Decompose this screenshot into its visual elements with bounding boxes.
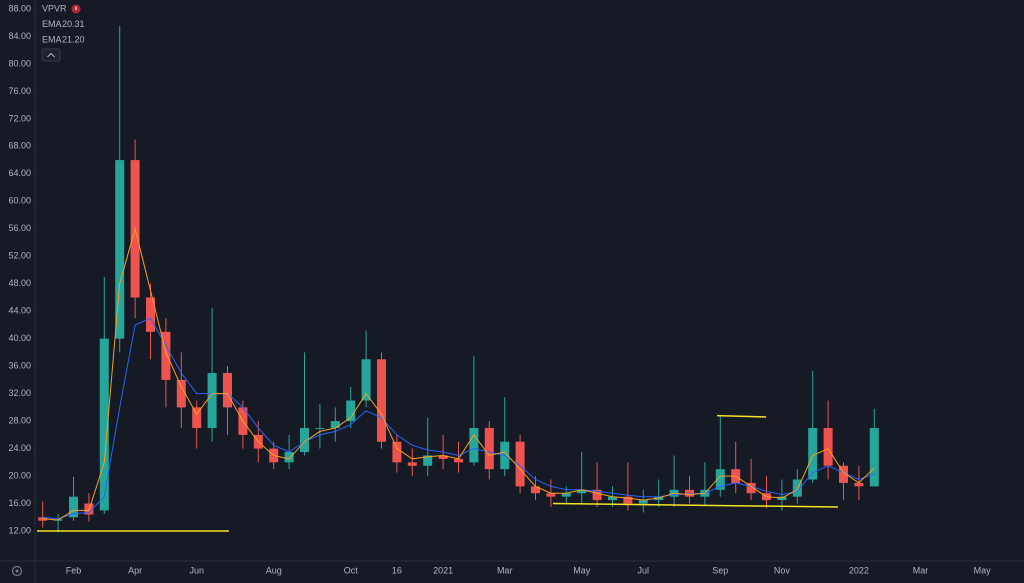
chevron [47, 52, 55, 58]
y-tick-label: 76.00 [8, 86, 31, 96]
y-tick-label: 32.00 [8, 388, 31, 398]
legend-name: EMA [42, 19, 62, 29]
candle-body [531, 486, 540, 494]
candle-body [839, 465, 848, 483]
candle-body [300, 427, 309, 453]
y-tick-label: 36.00 [8, 361, 31, 371]
candle-body [515, 441, 525, 487]
candle-body [823, 427, 833, 466]
candle-body [715, 469, 725, 490]
ema-line [42, 317, 875, 520]
warning-mark [75, 6, 77, 10]
candle-body [69, 496, 78, 518]
y-tick-label: 28.00 [8, 415, 31, 425]
candle-body [115, 160, 125, 339]
candle-body [561, 493, 571, 497]
y-tick-label: 68.00 [8, 141, 31, 151]
candle-body [99, 338, 109, 511]
y-tick-label: 12.00 [8, 525, 31, 535]
legend-name: VPVR [42, 3, 67, 13]
gear-center [15, 569, 19, 573]
x-tick-label: Jun [189, 565, 204, 575]
candle-body [146, 297, 155, 332]
candle-body [423, 455, 433, 466]
y-tick-label: 84.00 [8, 31, 31, 41]
y-tick-label: 56.00 [8, 223, 31, 233]
x-tick-label: Mar [497, 565, 513, 575]
y-tick-label: 40.00 [8, 333, 31, 343]
candle-body [546, 493, 556, 497]
candle-body [315, 427, 325, 429]
x-tick-label: 2021 [433, 565, 453, 575]
candle-body [377, 359, 386, 442]
trend-line [552, 502, 839, 508]
candle-body [854, 482, 864, 487]
x-tick-label: Nov [774, 565, 791, 575]
trend-line [716, 414, 767, 418]
candle-body [223, 373, 232, 408]
candle-body [685, 489, 694, 497]
candle-body [161, 331, 171, 380]
candle-body [869, 427, 879, 487]
y-tick-label: 16.00 [8, 498, 31, 508]
legend-name: EMA [42, 34, 62, 44]
candle-body [192, 407, 202, 428]
candle-body [808, 427, 818, 480]
y-tick-label: 24.00 [8, 443, 31, 453]
x-tick-label: Apr [128, 565, 142, 575]
gear [11, 565, 23, 577]
x-tick-label: 16 [392, 565, 402, 575]
x-tick-label: 2022 [849, 565, 869, 575]
y-tick-label: 80.00 [8, 58, 31, 68]
x-tick-label: Feb [66, 565, 82, 575]
candle-body [454, 458, 463, 463]
candle-body [361, 359, 371, 401]
candle-body [484, 427, 494, 470]
legend-value: 20.31 [62, 19, 85, 29]
candle-body [608, 496, 617, 501]
candle-body [207, 373, 217, 428]
x-tick-label: Jul [638, 565, 650, 575]
y-tick-label: 88.00 [8, 3, 31, 13]
candle-body [638, 500, 648, 504]
y-tick-label: 52.00 [8, 251, 31, 261]
candle-body [392, 441, 402, 463]
candle-body [746, 482, 756, 494]
collapse-button[interactable] [41, 48, 61, 62]
candle-body [469, 427, 479, 463]
legend-value: 21.20 [62, 34, 85, 44]
candle-body [284, 452, 294, 463]
y-tick-label: 44.00 [8, 306, 31, 316]
candle-body [330, 421, 340, 428]
x-tick-label: Mar [913, 565, 929, 575]
candle-body [577, 489, 587, 494]
x-tick-label: May [974, 565, 992, 575]
candle-body [407, 462, 417, 466]
x-tick-label: Sep [712, 565, 728, 575]
x-tick-label: Oct [344, 565, 359, 575]
y-tick-label: 60.00 [8, 196, 31, 206]
candle-body [592, 489, 602, 501]
y-tick-label: 48.00 [8, 278, 31, 288]
x-tick-label: Aug [266, 565, 282, 575]
candle-body [176, 379, 186, 408]
candle-body [623, 496, 633, 504]
candle-body [792, 479, 802, 497]
y-tick-label: 72.00 [8, 113, 31, 123]
candle-body [346, 400, 356, 422]
y-tick-label: 20.00 [8, 470, 31, 480]
candle-body [438, 455, 448, 459]
settings-icon[interactable] [11, 565, 23, 577]
ema-line [42, 226, 875, 521]
x-tick-label: May [573, 565, 591, 575]
y-tick-label: 64.00 [8, 168, 31, 178]
